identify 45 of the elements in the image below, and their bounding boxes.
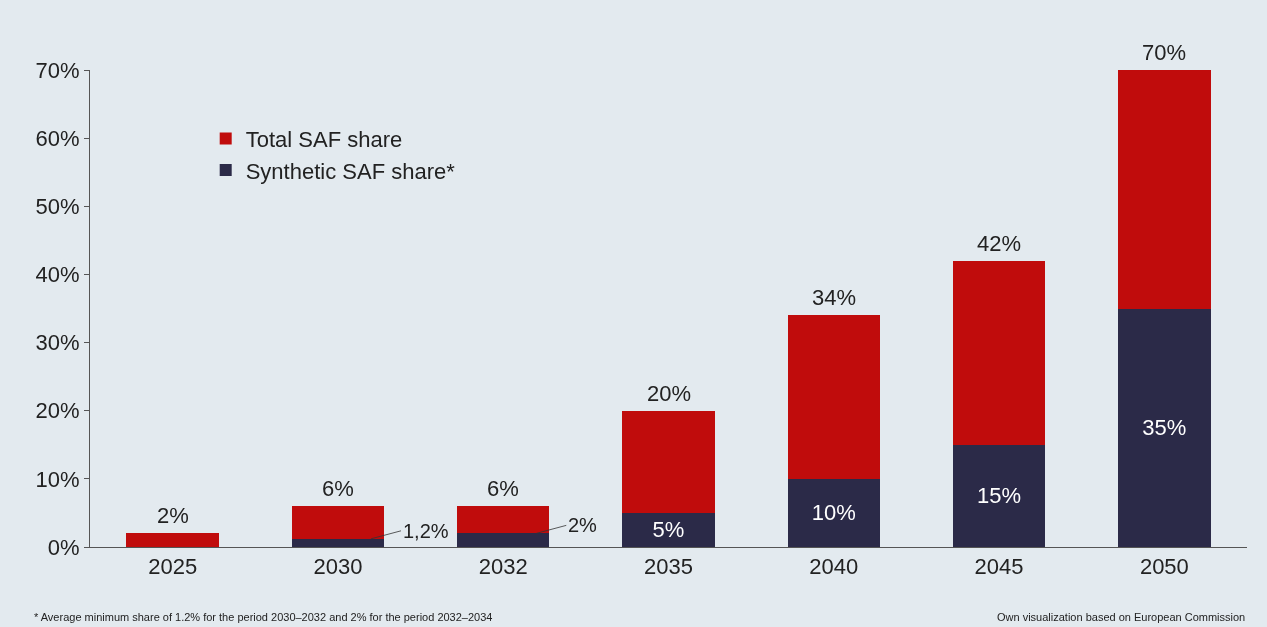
legend-label: Total SAF share	[245, 127, 403, 153]
y-tick-label: 0%	[47, 534, 80, 560]
data-label: 10%	[811, 500, 856, 526]
bar	[291, 538, 385, 547]
data-label: 5%	[652, 517, 685, 543]
x-tick-label: 2030	[313, 554, 363, 580]
x-tick-label: 2032	[478, 554, 528, 580]
bar	[456, 506, 550, 534]
total-label: 34%	[812, 285, 857, 310]
bar	[1118, 70, 1211, 309]
total-label: 42%	[977, 231, 1022, 256]
y-tick-label: 20%	[35, 398, 80, 424]
bar	[1118, 308, 1211, 547]
x-tick-label: 2050	[1139, 554, 1189, 580]
data-label: 1,2%	[403, 520, 449, 542]
bar	[787, 315, 881, 479]
y-tick-label: 70%	[35, 57, 80, 83]
x-tick-label: 2025	[148, 554, 198, 580]
text: * Average minimum share of 1.2% for the period 2030–2032 and 2% for the period 2032–2034	[34, 611, 493, 623]
text: Own visualization based on European Commission	[997, 611, 1246, 623]
y-tick-label: 40%	[35, 262, 80, 288]
x-tick-label: 2045	[974, 554, 1024, 580]
total-label: 6%	[487, 476, 519, 501]
y-tick-label: 10%	[35, 466, 80, 492]
y-tick-label: 50%	[35, 193, 80, 219]
bar	[787, 478, 881, 547]
y-tick-label: 60%	[35, 125, 80, 151]
data-label: 15%	[977, 483, 1022, 509]
total-label: 6%	[322, 476, 354, 501]
bar	[952, 444, 1046, 547]
total-label: 70%	[1142, 40, 1187, 65]
bar	[622, 410, 715, 513]
y-tick-label: 30%	[35, 330, 80, 356]
total-label: 20%	[647, 381, 692, 406]
bar	[291, 506, 385, 539]
total-label: 2%	[157, 503, 189, 528]
legend-label: Synthetic SAF share*	[245, 158, 456, 184]
bar	[622, 512, 715, 547]
bar	[456, 533, 550, 547]
x-tick-label: 2040	[809, 554, 859, 580]
bar	[126, 533, 219, 547]
data-label: 2%	[568, 514, 598, 536]
x-tick-label: 2035	[644, 554, 693, 580]
data-label: 35%	[1142, 415, 1187, 441]
bar	[952, 260, 1046, 445]
